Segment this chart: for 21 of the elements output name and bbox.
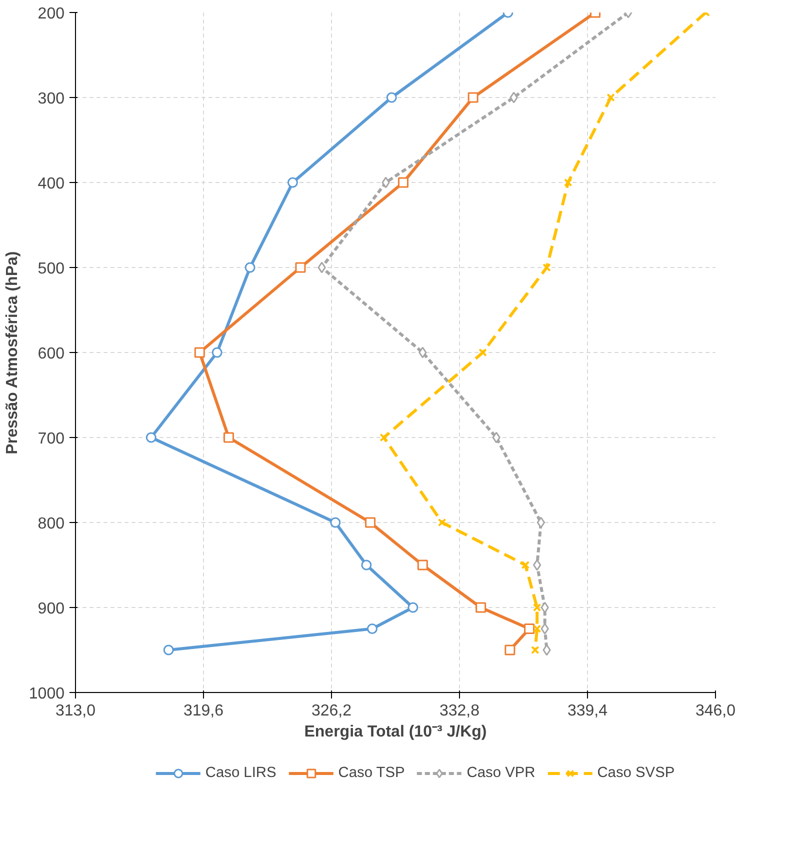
y-tick-label: 1000 [28, 686, 65, 702]
y-tick-label: 300 [38, 90, 65, 108]
y-tick-label: 600 [38, 346, 65, 362]
y-tick-label: 900 [38, 600, 65, 618]
x-tick-label: 326,2 [311, 702, 352, 720]
y-tick-label: 800 [38, 516, 65, 532]
x-axis-title: Energia Total (10⁻³ J/Kg) [304, 724, 487, 740]
y-axis-title: Pressão Atmosférica (hPa) [4, 251, 21, 454]
x-tick-label: 319,6 [183, 702, 224, 720]
x-tick-label: 332,8 [439, 702, 480, 720]
y-tick-label: 200 [38, 6, 65, 22]
y-tick-label: 500 [38, 260, 65, 278]
legend-label: Caso TSP [338, 765, 405, 781]
legend-label: Caso SVSP [597, 765, 675, 781]
legend-label: Caso LIRS [205, 765, 276, 781]
y-tick-label: 700 [38, 430, 65, 448]
x-tick-label: 339,4 [567, 702, 608, 720]
legend-label: Caso VPR [466, 765, 536, 781]
x-tick-label: 346,0 [695, 702, 736, 720]
y-tick-label: 400 [38, 176, 65, 192]
x-tick-label: 313,0 [55, 702, 96, 720]
